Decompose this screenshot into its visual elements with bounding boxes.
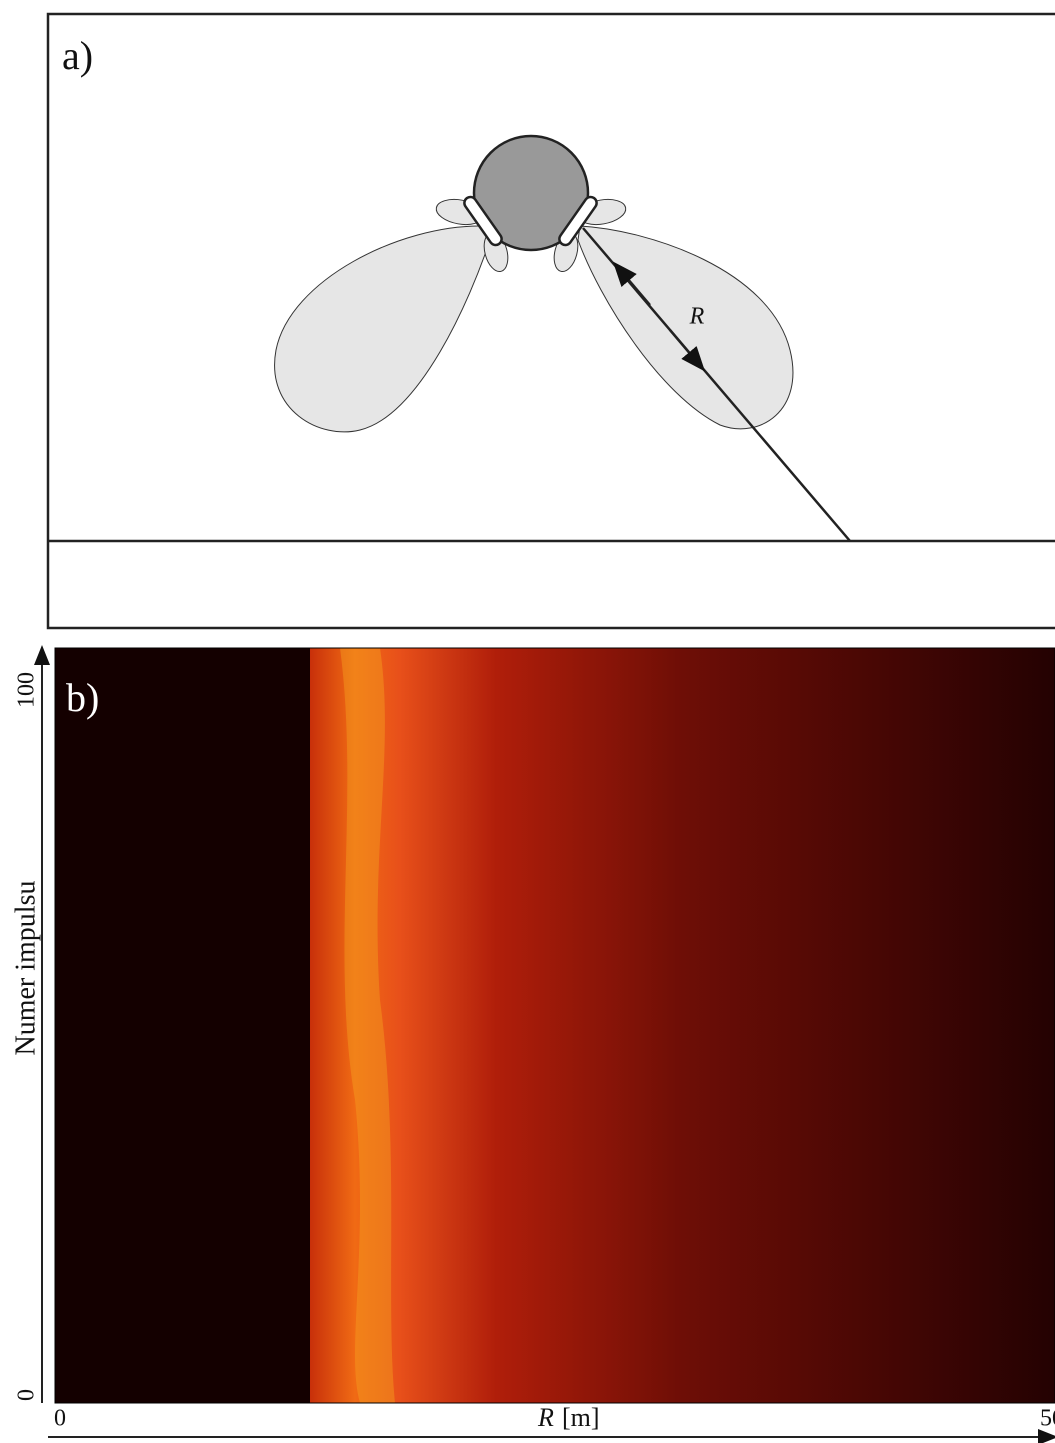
echo-band — [340, 648, 395, 1403]
range-arrow — [669, 329, 706, 372]
range-label: R — [689, 304, 705, 330]
x-axis-title: R — [537, 1403, 554, 1432]
y-axis-title: Numer impulsu — [10, 881, 41, 1056]
x-axis-unit: [m] — [562, 1403, 600, 1432]
y-tick-label: 100 — [14, 672, 40, 708]
panel-frame — [46, 12, 1055, 630]
beam-lobe — [274, 225, 491, 433]
panel-b: b) 100 0 Numer impulsu 0 50 R [m] — [10, 645, 1055, 1443]
y-tick-label: 0 — [14, 1389, 40, 1401]
range-arrow — [612, 261, 651, 306]
x-tick-label: 50 — [1040, 1406, 1055, 1432]
panel-label: a) — [62, 33, 93, 78]
echogram-frame — [54, 647, 1055, 1404]
x-tick-label: 0 — [54, 1406, 66, 1432]
transducer — [463, 195, 503, 247]
panel-a: R a) — [46, 12, 1055, 630]
echogram — [310, 648, 1055, 1403]
transducer — [558, 195, 598, 247]
panel-label: b) — [66, 675, 99, 720]
sonar-body — [472, 134, 590, 252]
